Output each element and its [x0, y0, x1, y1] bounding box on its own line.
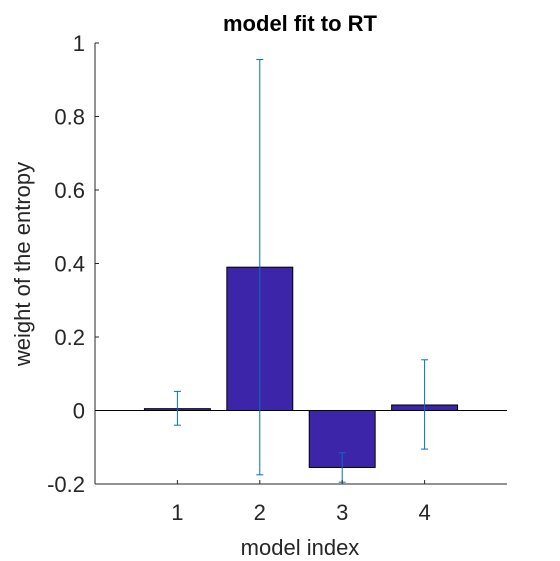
chart-title: model fit to RT	[223, 11, 378, 36]
x-axis-label: model index	[241, 535, 360, 560]
x-tick-label: 3	[336, 500, 348, 525]
y-tick-label: -0.2	[47, 472, 85, 497]
x-tick-label: 2	[254, 500, 266, 525]
y-tick-label: 0.6	[54, 178, 85, 203]
x-tick-label: 1	[171, 500, 183, 525]
y-tick-label: 0.2	[54, 325, 85, 350]
plot-area: -0.2 0 0.2 0.4 0.6 0.8 1 1 2 3 4	[47, 31, 507, 525]
y-axis-label: weight of the entropy	[10, 162, 35, 367]
y-tick-label: 1	[73, 31, 85, 56]
y-tick-label: 0.8	[54, 105, 85, 130]
y-tick-label: 0.4	[54, 252, 85, 277]
y-tick-label: 0	[73, 399, 85, 424]
x-tick-label: 4	[418, 500, 430, 525]
